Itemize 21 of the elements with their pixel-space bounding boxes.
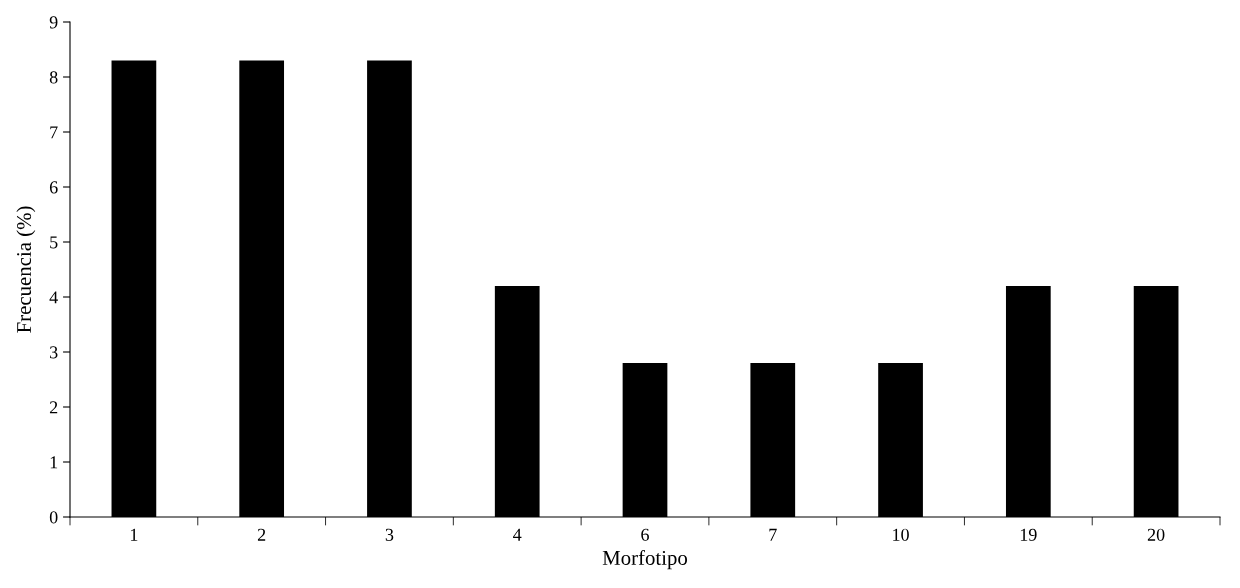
x-tick-label: 1 [130, 528, 138, 541]
x-tick-label: 19 [1020, 528, 1037, 541]
x-tick-label: 2 [257, 528, 266, 541]
x-tick-label: 3 [385, 528, 394, 541]
x-tick-label: 10 [893, 528, 909, 541]
y-tick-label: 3 [50, 346, 58, 359]
y-tick-label: 0 [49, 511, 58, 524]
x-tick-label: 6 [641, 528, 649, 541]
y-tick-label: 7 [50, 126, 58, 139]
y-tick-label: 4 [49, 291, 58, 304]
x-tick-label: 4 [513, 528, 522, 541]
y-tick-label: 6 [49, 181, 58, 194]
y-tick-label: 1 [50, 456, 58, 469]
x-tick-label: 7 [769, 528, 777, 541]
y-tick-label: 9 [49, 16, 58, 29]
x-tick-label: 20 [1147, 528, 1165, 541]
y-axis-title: Frecuencia (%) [16, 206, 36, 333]
y-tick-label: 8 [49, 71, 58, 84]
x-axis-title: Morfotipo [602, 550, 688, 570]
y-tick-label: 2 [49, 401, 58, 414]
y-tick-label: 5 [50, 236, 58, 249]
